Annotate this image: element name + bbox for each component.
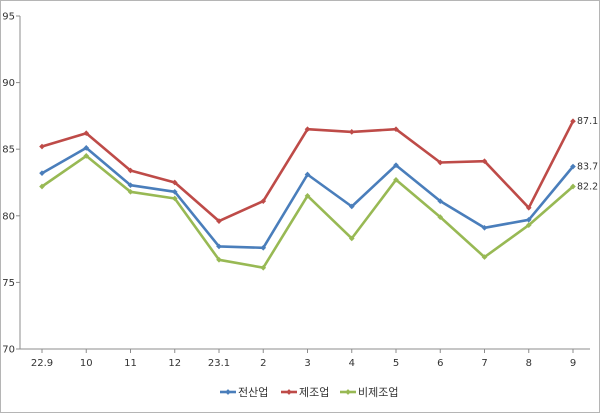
data-point bbox=[525, 216, 532, 223]
x-axis-ticks: 22.9 10 11 12 23.1 2 3 4 5 6 7 8 9 bbox=[31, 349, 576, 369]
x-tick-label: 12 bbox=[168, 358, 181, 369]
y-axis-ticks: 70 75 80 85 90 95 bbox=[2, 12, 20, 356]
data-point bbox=[570, 183, 576, 190]
data-point bbox=[570, 118, 576, 125]
data-point bbox=[481, 158, 488, 165]
legend-marker bbox=[345, 389, 351, 395]
y-tick-label: 80 bbox=[2, 211, 15, 222]
data-point bbox=[171, 179, 178, 186]
data-point bbox=[127, 167, 134, 174]
data-point bbox=[127, 182, 134, 188]
y-tick-label: 70 bbox=[2, 345, 15, 356]
data-point bbox=[260, 244, 267, 251]
data-point bbox=[570, 163, 576, 170]
data-point bbox=[216, 256, 222, 263]
data-point bbox=[216, 218, 222, 224]
x-tick-label: 8 bbox=[526, 358, 532, 369]
data-label: 87.1 bbox=[577, 116, 598, 127]
data-point bbox=[393, 162, 399, 169]
x-tick-label: 23.1 bbox=[208, 358, 230, 369]
data-label: 83.7 bbox=[577, 162, 598, 173]
x-tick-label: 5 bbox=[393, 358, 399, 369]
y-tick-label: 95 bbox=[2, 12, 15, 23]
data-point bbox=[83, 130, 90, 137]
legend-label: 전산업 bbox=[238, 386, 268, 399]
data-point bbox=[437, 159, 444, 166]
data-point bbox=[304, 192, 311, 199]
y-tick-label: 85 bbox=[2, 145, 15, 156]
data-point bbox=[348, 235, 355, 242]
x-tick-label: 2 bbox=[260, 358, 266, 369]
x-tick-label: 6 bbox=[437, 358, 443, 369]
data-point bbox=[348, 129, 355, 135]
data-point bbox=[260, 198, 267, 204]
legend-label: 제조업 bbox=[299, 386, 329, 399]
data-point bbox=[481, 224, 488, 231]
axes bbox=[19, 16, 590, 350]
data-label: 82.2 bbox=[577, 181, 598, 192]
data-point bbox=[171, 195, 178, 202]
x-tick-label: 22.9 bbox=[31, 358, 53, 369]
legend-label: 비제조업 bbox=[358, 386, 398, 399]
legend-marker bbox=[286, 389, 292, 395]
y-tick-label: 75 bbox=[2, 278, 15, 289]
data-point bbox=[437, 214, 444, 220]
x-tick-label: 10 bbox=[80, 358, 93, 369]
data-point bbox=[304, 171, 311, 178]
data-point bbox=[393, 177, 399, 183]
x-tick-label: 11 bbox=[124, 358, 137, 369]
data-point bbox=[348, 203, 355, 210]
data-point bbox=[260, 264, 267, 271]
series-group bbox=[39, 118, 576, 271]
data-point bbox=[83, 153, 90, 159]
x-tick-label: 7 bbox=[481, 358, 487, 369]
data-point bbox=[216, 243, 222, 250]
legend-marker bbox=[225, 389, 231, 395]
x-tick-label: 3 bbox=[304, 358, 310, 369]
data-point bbox=[437, 198, 444, 204]
data-point bbox=[171, 188, 178, 195]
data-point bbox=[83, 145, 90, 151]
data-point bbox=[525, 222, 532, 228]
x-tick-label: 9 bbox=[570, 358, 576, 369]
y-tick-label: 90 bbox=[2, 78, 15, 89]
legend: 전산업 제조업 비제조업 bbox=[220, 386, 398, 399]
x-tick-label: 4 bbox=[349, 358, 355, 369]
data-point bbox=[525, 204, 532, 211]
data-labels: 83.7 87.1 82.2 bbox=[577, 116, 598, 192]
data-point bbox=[393, 126, 399, 133]
data-point bbox=[127, 188, 134, 195]
series-line bbox=[41, 120, 575, 223]
data-point bbox=[304, 126, 311, 133]
